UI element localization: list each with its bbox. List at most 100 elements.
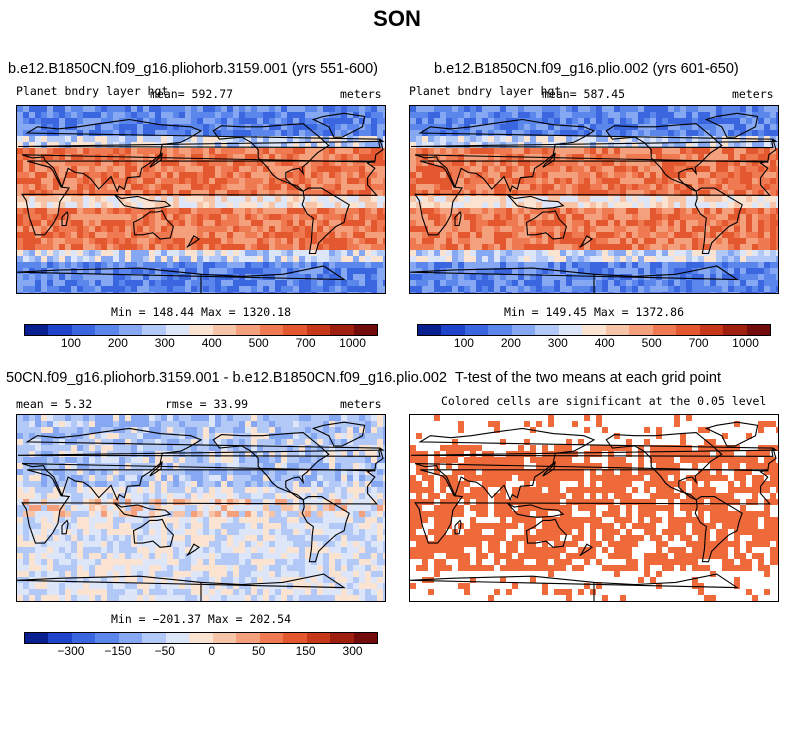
colorbar-swatch xyxy=(535,325,559,335)
colorbar-swatch xyxy=(212,633,237,643)
colorbar-tick-label: 400 xyxy=(594,336,615,350)
colorbar-swatch xyxy=(353,325,378,335)
colorbar-swatch xyxy=(48,325,72,335)
colorbar-tick-label: 100 xyxy=(60,336,81,350)
colorbar-swatch xyxy=(330,325,354,335)
coastline xyxy=(17,447,385,457)
panel3-rmse: rmse = 33.99 xyxy=(165,397,249,411)
coastline xyxy=(21,118,384,193)
coastline xyxy=(186,543,200,556)
coastline xyxy=(186,235,200,248)
coastline xyxy=(542,461,556,477)
coastline xyxy=(414,160,772,236)
coastline xyxy=(414,427,777,502)
colorbar-swatch xyxy=(165,633,190,643)
panel3-mean: mean = 5.32 xyxy=(16,397,93,411)
coastline xyxy=(61,519,69,535)
panel2-minmax: Min = 149.45 Max = 1372.86 xyxy=(503,305,684,319)
coastline xyxy=(410,265,739,293)
colorbar-swatch xyxy=(306,633,331,643)
colorbar-swatch xyxy=(25,633,49,643)
panel1-map xyxy=(16,105,386,294)
coastline xyxy=(410,447,778,457)
coastline xyxy=(525,518,568,548)
colorbar-swatch xyxy=(142,633,166,643)
colorbar-swatch xyxy=(746,325,771,335)
colorbar-swatch xyxy=(723,325,747,335)
panel3-colorbar xyxy=(24,632,378,644)
panel3-units: meters xyxy=(340,397,382,411)
coastline xyxy=(579,235,593,248)
coastline xyxy=(704,112,759,138)
panel1-colorbar xyxy=(24,324,378,336)
coastline xyxy=(149,152,163,168)
colorbar-swatch xyxy=(236,633,260,643)
colorbar-tick-label: 200 xyxy=(500,336,521,350)
colorbar-swatch xyxy=(306,325,331,335)
colorbar-swatch xyxy=(189,325,213,335)
panel3-minmax: Min = −201.37 Max = 202.54 xyxy=(110,612,291,626)
coastline xyxy=(113,502,172,518)
coastline xyxy=(579,543,593,556)
panel2-map xyxy=(409,105,779,294)
coastline xyxy=(132,518,175,548)
colorbar-tick-label: 300 xyxy=(154,336,175,350)
coastline xyxy=(21,160,379,236)
colorbar-swatch xyxy=(212,325,237,335)
colorbar-tick-label: 400 xyxy=(201,336,222,350)
colorbar-tick-label: 100 xyxy=(453,336,474,350)
colorbar-tick-label: 300 xyxy=(342,644,363,658)
colorbar-swatch xyxy=(511,325,536,335)
colorbar-swatch xyxy=(165,325,190,335)
coastline xyxy=(704,421,759,447)
coastline xyxy=(506,502,565,518)
coastline xyxy=(301,496,350,563)
coastline xyxy=(212,123,330,192)
colorbar-swatch xyxy=(418,325,442,335)
panel4-subtitle: Colored cells are significant at the 0.0… xyxy=(441,394,767,408)
coastline xyxy=(17,573,346,601)
colorbar-swatch xyxy=(330,633,354,643)
coastline xyxy=(132,210,175,240)
coastline xyxy=(605,432,723,501)
colorbar-tick-label: 150 xyxy=(295,644,316,658)
colorbar-swatch xyxy=(95,633,119,643)
panel4-title: T-test of the two means at each grid poi… xyxy=(455,370,721,386)
colorbar-tick-label: 1000 xyxy=(339,336,366,350)
coastline xyxy=(454,210,462,227)
colorbar-swatch xyxy=(259,325,284,335)
colorbar-tick-label: 300 xyxy=(547,336,568,350)
colorbar-tick-label: 500 xyxy=(641,336,662,350)
colorbar-swatch xyxy=(71,325,96,335)
coastline xyxy=(414,469,772,544)
coastline xyxy=(542,152,556,168)
panel1-minmax: Min = 148.44 Max = 1320.18 xyxy=(110,305,291,319)
coastline xyxy=(17,138,385,149)
colorbar-tick-label: −150 xyxy=(104,644,132,658)
panel1-units: meters xyxy=(340,87,382,101)
colorbar-tick-label: 200 xyxy=(107,336,128,350)
panel1-mean: mean= 592.77 xyxy=(150,87,234,101)
colorbar-swatch xyxy=(605,325,630,335)
coastline xyxy=(21,427,384,502)
coastline xyxy=(694,187,743,255)
colorbar-tick-label: −50 xyxy=(154,644,175,658)
colorbar-swatch xyxy=(488,325,512,335)
colorbar-swatch xyxy=(95,325,119,335)
panel2-colorbar xyxy=(417,324,771,336)
panel4-map xyxy=(409,414,779,602)
colorbar-tick-label: 500 xyxy=(248,336,269,350)
coastline xyxy=(414,118,777,193)
panel3-map xyxy=(16,414,386,602)
panel2-mean: mean= 587.45 xyxy=(542,87,626,101)
coastline xyxy=(21,469,379,544)
colorbar-swatch xyxy=(142,325,166,335)
colorbar-tick-label: 0 xyxy=(208,644,216,658)
colorbar-swatch xyxy=(464,325,489,335)
coastline xyxy=(311,421,366,447)
colorbar-swatch xyxy=(71,633,96,643)
panel3-title: 50CN.f09_g16.pliohorb.3159.001 - b.e12.B… xyxy=(6,370,447,386)
coastline xyxy=(410,138,778,149)
coastline xyxy=(525,210,568,240)
coastline xyxy=(149,461,163,477)
